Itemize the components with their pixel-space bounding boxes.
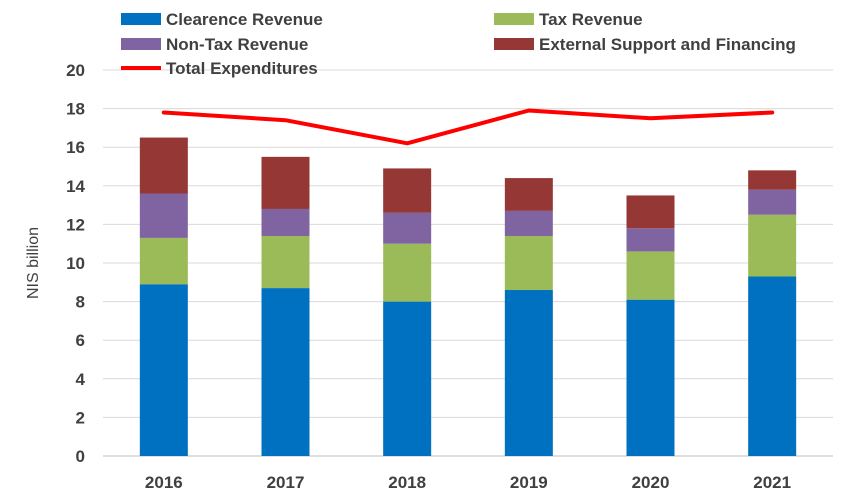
legend-label: Clearence Revenue (166, 10, 323, 29)
bars (139, 137, 797, 456)
legend-label: Total Expenditures (166, 59, 318, 78)
bar-segment (261, 288, 310, 456)
legend-swatch (121, 13, 161, 25)
x-tick-label: 2020 (632, 473, 670, 492)
y-tick-label: 16 (66, 138, 85, 157)
bar-segment (748, 276, 797, 456)
y-tick-label: 8 (76, 293, 85, 312)
y-tick-label: 14 (66, 177, 85, 196)
bar-segment (626, 299, 675, 456)
bar-segment (139, 137, 188, 194)
total-expenditures-line (161, 108, 775, 146)
y-tick-label: 10 (66, 254, 85, 273)
bar-segment (748, 170, 797, 190)
bar-segment (139, 284, 188, 456)
total-expenditures-line-layer (161, 108, 775, 146)
bar-segment (139, 237, 188, 285)
bar-segment (626, 251, 675, 300)
legend-label: Tax Revenue (539, 10, 643, 29)
y-tick-label: 6 (76, 331, 85, 350)
y-tick-label: 20 (66, 61, 85, 80)
bar-segment (504, 210, 553, 236)
y-axis-ticks: 0 2 4 6 8 10 12 14 16 18 20 (66, 61, 85, 466)
bar-segment (261, 235, 310, 289)
x-tick-label: 2018 (388, 473, 426, 492)
bar-segment (383, 301, 432, 456)
x-tick-label: 2017 (267, 473, 305, 492)
legend-swatch (494, 13, 534, 25)
bar-segment (261, 156, 310, 209)
y-axis-label: NIS billion (25, 227, 42, 299)
bar-segment (383, 212, 432, 244)
x-tick-label: 2021 (753, 473, 791, 492)
gridlines (103, 69, 833, 457)
bar-segment (504, 290, 553, 456)
legend-swatch (121, 38, 161, 50)
y-tick-label: 4 (76, 370, 86, 389)
x-tick-label: 2019 (510, 473, 548, 492)
y-tick-label: 18 (66, 100, 85, 119)
x-axis-ticks: 2016 2017 2018 2019 2020 2021 (145, 473, 791, 492)
bar-segment (626, 195, 675, 229)
y-tick-label: 2 (76, 408, 85, 427)
y-tick-label: 12 (66, 215, 85, 234)
bar-segment (139, 193, 188, 238)
x-tick-label: 2016 (145, 473, 183, 492)
bar-segment (504, 178, 553, 211)
bar-segment (626, 228, 675, 252)
legend-label: Non-Tax Revenue (166, 35, 308, 54)
bar-segment (504, 235, 553, 291)
legend: Clearence Revenue Tax Revenue Non-Tax Reve… (121, 10, 796, 78)
bar-segment (748, 214, 797, 277)
legend-label: External Support and Financing (539, 35, 796, 54)
bar-segment (383, 168, 432, 213)
y-tick-label: 0 (76, 447, 85, 466)
bar-segment (261, 208, 310, 236)
bar-segment (383, 243, 432, 302)
legend-swatch (494, 38, 534, 50)
bar-segment (748, 189, 797, 215)
